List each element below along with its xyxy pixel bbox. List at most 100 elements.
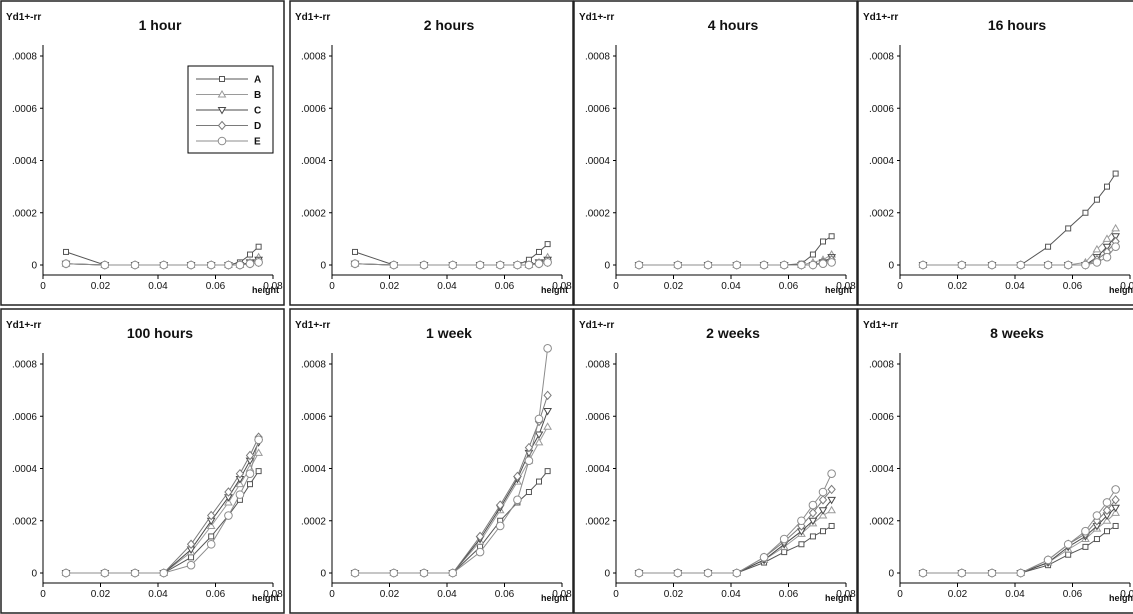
data-point-E <box>350 259 360 268</box>
chart-title: 100 hours <box>127 325 193 341</box>
data-point-E <box>818 487 828 497</box>
legend-label-D: D <box>254 121 261 132</box>
x-tick-label: 0 <box>897 281 903 292</box>
legend-label-E: E <box>254 137 261 148</box>
data-point-E <box>1111 242 1120 252</box>
data-point-E <box>235 490 245 499</box>
data-point-E <box>186 260 196 270</box>
series-line-B <box>923 512 1116 574</box>
x-tick-label: 0 <box>329 281 335 292</box>
x-tick-label: 0.02 <box>91 589 111 600</box>
legend-label-C: C <box>254 106 261 117</box>
series-C <box>350 408 552 578</box>
data-point-E <box>634 568 644 578</box>
x-tick-label: 0 <box>329 589 335 600</box>
data-point-A <box>828 522 835 529</box>
data-point-B <box>534 437 544 446</box>
y-tick-label: 0 <box>604 569 610 580</box>
x-tick-label: 0.02 <box>948 281 968 292</box>
y-tick-label: 0 <box>888 261 894 272</box>
data-point-A <box>809 251 816 258</box>
data-point-E <box>206 539 216 549</box>
y-axis-label: Yd1+-rr <box>295 320 330 331</box>
data-point-E <box>543 258 552 267</box>
data-point-E <box>732 568 742 578</box>
y-axis-label: Yd1+-rr <box>863 12 898 23</box>
y-tick-label: 0 <box>320 569 326 580</box>
legend-marker-C <box>217 107 227 115</box>
chart-title: 2 weeks <box>706 325 760 341</box>
y-tick-label: .0008 <box>12 360 37 371</box>
chart-panel-8: Yd1+-rr 8 weeks 0 .0002 .0004 .0006 .0008 0 0.02… <box>857 308 1133 614</box>
data-point-E <box>524 260 534 270</box>
data-point-C <box>534 431 544 440</box>
x-axis-label: height <box>825 593 852 603</box>
series-B <box>61 448 263 576</box>
data-point-A <box>820 238 826 245</box>
legend-label-B: B <box>254 90 261 101</box>
data-point-D <box>1102 505 1112 516</box>
y-tick-label: .0008 <box>301 52 326 63</box>
data-point-A <box>1065 551 1072 558</box>
data-point-B <box>1111 223 1120 232</box>
data-point-B <box>254 448 263 456</box>
data-point-A <box>1082 543 1089 550</box>
y-tick-label: .0006 <box>585 104 610 115</box>
data-point-A <box>1104 183 1110 190</box>
series-line-E <box>65 261 259 266</box>
x-axis-label: height <box>541 285 568 295</box>
y-tick-label: 0 <box>604 261 610 272</box>
y-tick-label: 0 <box>31 569 37 580</box>
data-point-B <box>224 497 233 506</box>
data-point-E <box>987 260 997 270</box>
data-point-E <box>797 260 806 270</box>
data-point-E <box>543 344 552 353</box>
y-tick-label: .0004 <box>12 156 37 167</box>
data-point-E <box>732 260 742 270</box>
data-point-A <box>247 251 253 258</box>
data-point-E <box>918 568 928 578</box>
y-tick-label: .0002 <box>869 208 894 219</box>
x-axis-label: height <box>252 593 279 603</box>
data-point-E <box>1081 260 1090 270</box>
data-point-D <box>186 539 196 550</box>
chart-panel-4: Yd1+-rr 16 hours 0 .0002 .0004 .0006 .0008 0 0.0… <box>857 0 1133 306</box>
data-point-E <box>1102 498 1112 507</box>
data-point-A <box>828 233 835 240</box>
data-point-A <box>208 533 215 540</box>
data-point-A <box>1093 536 1100 543</box>
data-point-E <box>918 260 928 270</box>
data-point-A <box>820 528 826 535</box>
data-point-D <box>245 450 255 461</box>
panel-border <box>857 0 1133 306</box>
data-point-E <box>673 260 683 270</box>
data-point-D <box>224 487 233 497</box>
y-tick-label: .0008 <box>869 52 894 63</box>
series-B <box>918 508 1120 576</box>
chart-panel-5: Yd1+-rr 100 hours 0 .0002 .0004 .0006 .0008 0 0.… <box>0 308 285 614</box>
legend-label-A: A <box>254 75 261 86</box>
data-point-E <box>475 547 485 557</box>
data-point-C <box>1111 504 1120 513</box>
data-point-A <box>798 541 805 548</box>
y-tick-label: .0004 <box>301 156 326 167</box>
data-point-B <box>1102 234 1112 242</box>
y-tick-label: .0004 <box>585 464 610 475</box>
x-tick-label: 0.08 <box>1120 589 1133 600</box>
data-point-E <box>254 258 263 267</box>
data-point-E <box>513 260 522 270</box>
data-point-E <box>224 511 233 520</box>
data-point-D <box>235 468 245 479</box>
data-point-E <box>1016 260 1026 270</box>
data-point-E <box>797 516 806 526</box>
panel-border <box>0 0 285 306</box>
x-tick-label: 0.08 <box>263 589 283 600</box>
x-axis-label: height <box>825 285 852 295</box>
data-point-E <box>759 553 769 562</box>
x-tick-label: 0.08 <box>552 589 572 600</box>
x-tick-label: 0 <box>613 281 619 292</box>
x-tick-label: 0 <box>613 589 619 600</box>
data-point-A <box>1082 209 1089 216</box>
data-point-D <box>818 495 828 505</box>
